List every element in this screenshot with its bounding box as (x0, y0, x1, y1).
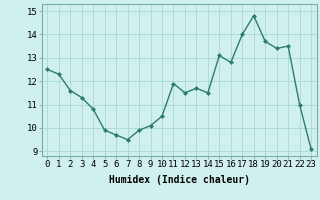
X-axis label: Humidex (Indice chaleur): Humidex (Indice chaleur) (109, 175, 250, 185)
